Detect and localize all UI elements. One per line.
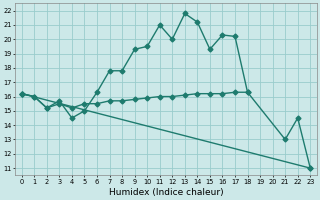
X-axis label: Humidex (Indice chaleur): Humidex (Indice chaleur) (109, 188, 223, 197)
